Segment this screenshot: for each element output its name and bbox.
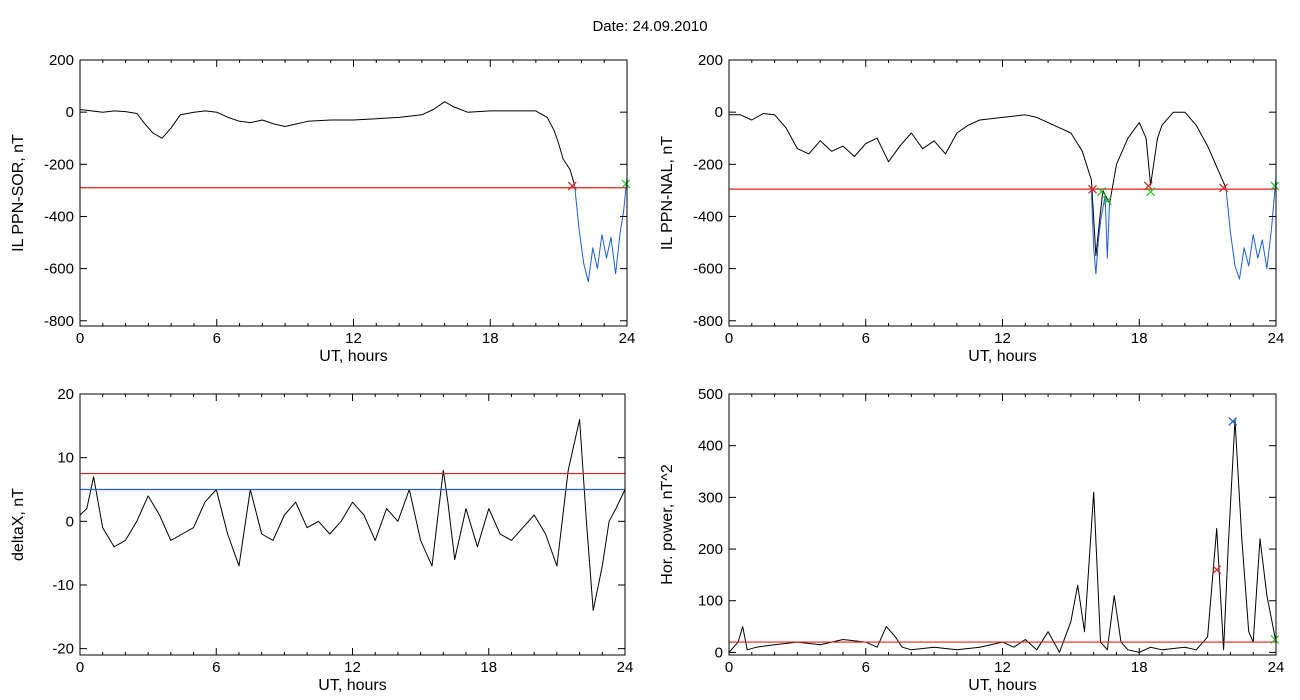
x-tick-label: 24 (1268, 330, 1285, 347)
x-axis-label: UT, hours (968, 677, 1036, 694)
y-tick-label: 200 (49, 52, 74, 69)
series-line-1 (79, 419, 626, 611)
marker-3 (1270, 635, 1280, 644)
x-tick-label: 12 (344, 659, 361, 676)
y-tick-label: 0 (66, 513, 74, 530)
series-line-2 (574, 177, 628, 283)
x-tick-label: 12 (345, 330, 362, 347)
series-line-3 (1090, 190, 1111, 275)
y-tick-label: 300 (698, 489, 723, 506)
marker-2 (1228, 416, 1238, 426)
y-axis-label: deltaX, nT (10, 488, 27, 561)
y-tick-label: 500 (698, 386, 723, 403)
x-tick-label: 24 (617, 659, 634, 676)
x-tick-label: 18 (480, 659, 497, 676)
marker-1 (1212, 565, 1222, 575)
panel-4: 0 6 12 18 24 0 100 200 300 400 500 UT, hours Hor. po… (659, 386, 1284, 694)
series-line-1 (79, 101, 576, 186)
y-tick-label: -10 (52, 577, 74, 594)
series-line-1 (728, 419, 1277, 653)
y-tick-label: -200 (44, 156, 74, 173)
y-axis-label: IL PPN-SOR, nT (10, 134, 27, 252)
marker-2 (621, 179, 631, 189)
series-line-2 (1225, 177, 1277, 280)
x-axis-label: UT, hours (968, 348, 1036, 365)
marker-7 (1270, 181, 1280, 191)
x-tick-label: 12 (994, 659, 1011, 676)
y-tick-label: -600 (44, 261, 74, 278)
x-tick-label: 6 (212, 659, 220, 676)
x-tick-label: 12 (994, 330, 1011, 347)
y-tick-label: 10 (57, 450, 74, 467)
y-tick-label: -800 (44, 313, 74, 330)
x-axis-label: UT, hours (318, 677, 386, 694)
y-tick-label: 0 (66, 104, 74, 121)
marker-5 (1146, 187, 1156, 197)
x-tick-label: 0 (76, 659, 84, 676)
axes-frame (79, 393, 626, 656)
panel-1: 0 6 12 18 24 -800 -600 -400 -200 0 200 UT, hours IL … (10, 52, 635, 365)
y-axis-label: Hor. power, nT^2 (659, 464, 676, 585)
marker-2 (1097, 187, 1107, 197)
y-tick-label: -600 (693, 261, 723, 278)
x-tick-label: 18 (482, 330, 499, 347)
x-tick-label: 0 (725, 659, 733, 676)
y-tick-label: 200 (698, 52, 723, 69)
axes-frame (728, 59, 1277, 327)
marker-4 (1143, 181, 1153, 191)
axes-frame (79, 59, 628, 327)
y-tick-label: -800 (693, 313, 723, 330)
y-axis-label: IL PPN-NAL, nT (659, 136, 676, 250)
x-axis-label: UT, hours (319, 348, 387, 365)
x-tick-label: 6 (862, 330, 870, 347)
x-tick-label: 18 (1131, 330, 1148, 347)
x-tick-label: 0 (725, 330, 733, 347)
marker-1 (1088, 184, 1097, 194)
x-tick-label: 0 (76, 330, 84, 347)
y-tick-label: 400 (698, 438, 723, 455)
y-tick-label: 0 (715, 104, 723, 121)
x-tick-label: 18 (1131, 659, 1148, 676)
y-tick-label: 0 (715, 644, 723, 661)
y-tick-label: -200 (693, 156, 723, 173)
x-tick-label: 6 (213, 330, 221, 347)
series-line-1 (729, 111, 1227, 257)
x-tick-label: 24 (619, 330, 636, 347)
y-tick-label: -20 (52, 641, 74, 658)
marker-1 (567, 181, 577, 191)
y-tick-label: -400 (44, 208, 74, 225)
axes-frame (728, 393, 1277, 656)
x-tick-label: 24 (1268, 659, 1285, 676)
y-tick-label: 100 (698, 593, 723, 610)
panel-3: 0 6 12 18 24 -20 -10 0 10 20 UT, hours deltaX, nT (10, 386, 633, 694)
y-tick-label: -400 (693, 208, 723, 225)
y-tick-label: 20 (57, 386, 74, 403)
panel-2: 0 6 12 18 24 -800 -600 -400 -200 0 200 UT, hours IL … (659, 52, 1284, 365)
marker-6 (1219, 183, 1229, 193)
figure-title: Date: 24.09.2010 (592, 18, 708, 35)
y-tick-label: 200 (698, 541, 723, 558)
marker-3 (1102, 196, 1112, 206)
x-tick-label: 6 (862, 659, 870, 676)
